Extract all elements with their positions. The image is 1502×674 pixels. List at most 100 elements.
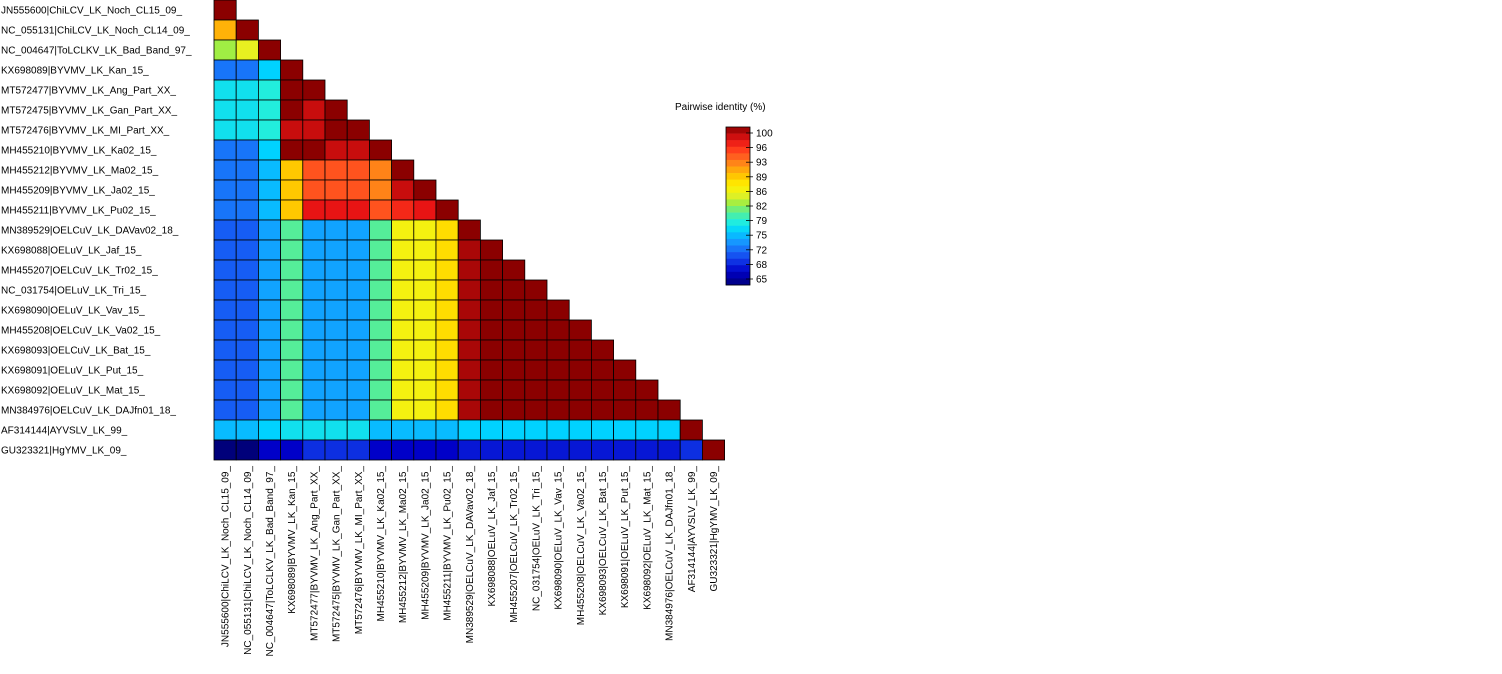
column-labels: JN555600|ChiLCV_LK_Noch_CL15_09_ NC_05513… xyxy=(221,466,720,657)
row-label-mt572476-byvmv-lk-mi-part-xx: MT572476|BYVMV_LK_MI_Part_XX_ xyxy=(1,126,170,137)
row-label-gu323321-hgymv-lk-09: GU323321|HgYMV_LK_09_ xyxy=(1,446,127,457)
cell-r11-c7 xyxy=(368,219,392,241)
cell-r21-c10 xyxy=(435,419,459,441)
cell-r17-c1 xyxy=(235,339,259,361)
cell-r15-c6 xyxy=(346,299,370,321)
cell-r7-c0 xyxy=(213,139,237,161)
cell-r12-c12 xyxy=(479,239,503,261)
cell-r18-c7 xyxy=(368,359,392,381)
cell-r15-c10 xyxy=(435,299,459,321)
cell-r20-c12 xyxy=(479,399,503,421)
cell-r16-c5 xyxy=(324,319,348,341)
row-label-kx698093-oelcuv-lk-bat-15: KX698093|OELCuV_LK_Bat_15_ xyxy=(1,346,151,357)
legend-swatch-1 xyxy=(726,133,750,141)
cell-r17-c17 xyxy=(591,339,615,361)
cell-r14-c4 xyxy=(302,279,326,301)
cell-r16-c10 xyxy=(435,319,459,341)
cell-r17-c6 xyxy=(346,339,370,361)
legend-swatch-19 xyxy=(726,252,750,259)
cell-r22-c2 xyxy=(257,439,281,461)
cell-r21-c9 xyxy=(413,419,437,441)
cell-r5-c3 xyxy=(280,99,304,121)
cell-r13-c6 xyxy=(346,259,370,281)
cell-r4-c1 xyxy=(235,79,259,101)
cell-r19-c4 xyxy=(302,379,326,401)
cell-r7-c3 xyxy=(280,139,304,161)
cell-r15-c2 xyxy=(257,299,281,321)
cell-r16-c4 xyxy=(302,319,326,341)
cell-r18-c10 xyxy=(435,359,459,381)
cell-r16-c6 xyxy=(346,319,370,341)
cell-r17-c8 xyxy=(391,339,415,361)
cell-r10-c1 xyxy=(235,199,259,221)
cell-r5-c4 xyxy=(302,99,326,121)
cell-r21-c5 xyxy=(324,419,348,441)
legend-tick-label-96: 96 xyxy=(756,143,768,154)
legend-swatch-20 xyxy=(726,258,750,266)
cell-r18-c16 xyxy=(568,359,592,381)
cell-r22-c16 xyxy=(568,439,592,461)
cell-r9-c6 xyxy=(346,179,370,201)
legend-swatch-17 xyxy=(726,238,750,246)
cell-r18-c0 xyxy=(213,359,237,381)
cell-r20-c13 xyxy=(502,399,526,421)
col-label-kx698093-oelcuv-lk-bat-15: KX698093|OELCuV_LK_Bat_15_ xyxy=(598,466,609,616)
cell-r14-c1 xyxy=(235,279,259,301)
cell-r13-c13 xyxy=(502,259,526,281)
cell-r17-c12 xyxy=(479,339,503,361)
cell-r10-c10 xyxy=(435,199,459,221)
cell-r17-c2 xyxy=(257,339,281,361)
legend-swatch-11 xyxy=(726,199,750,207)
cell-r19-c16 xyxy=(568,379,592,401)
cell-r5-c5 xyxy=(324,99,348,121)
cell-r12-c3 xyxy=(280,239,304,261)
legend-swatch-15 xyxy=(726,225,750,233)
cell-r17-c0 xyxy=(213,339,237,361)
cell-r9-c0 xyxy=(213,179,237,201)
cell-r8-c7 xyxy=(368,159,392,181)
cell-r10-c6 xyxy=(346,199,370,221)
cell-r16-c15 xyxy=(546,319,570,341)
cell-r16-c8 xyxy=(391,319,415,341)
cell-r20-c10 xyxy=(435,399,459,421)
cell-r18-c8 xyxy=(391,359,415,381)
legend-swatch-0 xyxy=(726,127,750,134)
cell-r11-c6 xyxy=(346,219,370,241)
legend-swatch-9 xyxy=(726,186,750,194)
cell-r21-c16 xyxy=(568,419,592,441)
cell-r8-c4 xyxy=(302,159,326,181)
legend-swatch-12 xyxy=(726,206,750,213)
cell-r20-c20 xyxy=(657,399,681,421)
cell-r21-c21 xyxy=(679,419,703,441)
cell-r18-c3 xyxy=(280,359,304,381)
cell-r15-c15 xyxy=(546,299,570,321)
row-label-kx698090-oeluv-lk-vav-15: KX698090|OELuV_LK_Vav_15_ xyxy=(1,306,145,317)
cell-r19-c6 xyxy=(346,379,370,401)
cell-r20-c19 xyxy=(635,399,659,421)
row-label-mn389529-oelcuv-lk-davav02-18: MN389529|OELCuV_LK_DAVav02_18_ xyxy=(1,226,179,237)
cell-r20-c2 xyxy=(257,399,281,421)
cell-r12-c11 xyxy=(457,239,481,261)
col-label-mn384976-oelcuv-lk-dajfn01-18: MN384976|OELCuV_LK_DAJfn01_18_ xyxy=(665,466,676,641)
cell-r20-c1 xyxy=(235,399,259,421)
cell-r14-c10 xyxy=(435,279,459,301)
cell-r19-c1 xyxy=(235,379,259,401)
cell-r10-c7 xyxy=(368,199,392,221)
row-label-mh455211-byvmv-lk-pu02-15: MH455211|BYVMV_LK_Pu02_15_ xyxy=(1,206,156,217)
cell-r9-c5 xyxy=(324,179,348,201)
row-label-nc-055131-chilcv-lk-noch-cl14-09: NC_055131|ChiLCV_LK_Noch_CL14_09_ xyxy=(1,26,190,37)
cell-r21-c7 xyxy=(368,419,392,441)
cell-r19-c11 xyxy=(457,379,481,401)
cell-r3-c2 xyxy=(257,59,281,81)
cell-r19-c15 xyxy=(546,379,570,401)
cell-r6-c1 xyxy=(235,119,259,141)
cell-r22-c21 xyxy=(679,439,703,461)
cell-r20-c16 xyxy=(568,399,592,421)
cell-r15-c13 xyxy=(502,299,526,321)
col-label-nc-031754-oeluv-lk-tri-15: NC_031754|OELuV_LK_Tri_15_ xyxy=(531,466,542,612)
cell-r18-c15 xyxy=(546,359,570,381)
row-label-mt572477-byvmv-lk-ang-part-xx: MT572477|BYVMV_LK_Ang_Part_XX_ xyxy=(1,86,176,97)
cell-r9-c1 xyxy=(235,179,259,201)
cell-r18-c13 xyxy=(502,359,526,381)
cell-r19-c13 xyxy=(502,379,526,401)
